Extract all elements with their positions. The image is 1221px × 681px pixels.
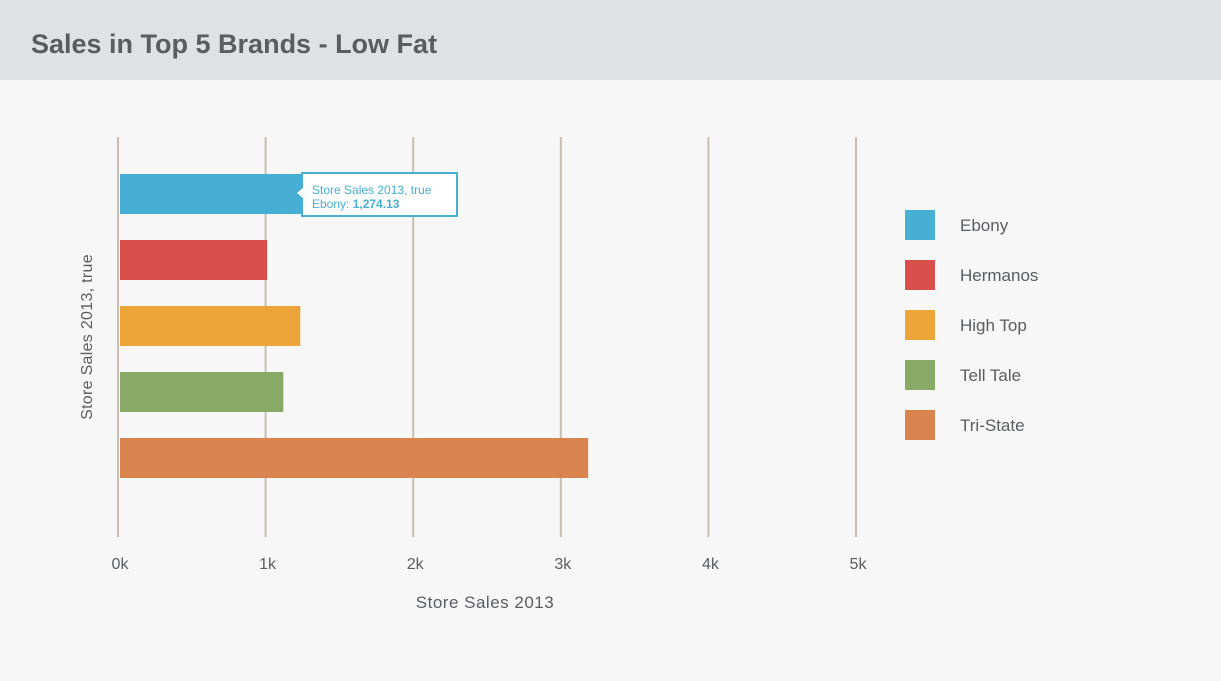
bar-tooltip: Store Sales 2013, true Ebony: 1,274.13 <box>294 172 458 217</box>
legend-swatch <box>905 310 935 340</box>
tooltip-value: 1,274.13 <box>352 197 400 211</box>
x-axis-label: Store Sales 2013 <box>415 593 555 612</box>
tooltip-series-label: Ebony: <box>312 197 353 211</box>
legend-swatch <box>905 210 935 240</box>
x-tick-label: 1k <box>259 556 277 573</box>
tooltip-value-line: Ebony: 1,274.13 <box>312 197 456 211</box>
bar-ebony[interactable] <box>120 174 307 214</box>
bar-hermanos[interactable] <box>120 240 268 280</box>
legend-swatch <box>905 360 935 390</box>
bar-high-top[interactable] <box>120 306 301 346</box>
legend-label: Ebony <box>960 216 1009 235</box>
legend-label: High Top <box>960 316 1027 335</box>
tooltip-title: Store Sales 2013, true <box>312 183 432 197</box>
x-tick-label: 0k <box>112 556 130 573</box>
legend-label: Hermanos <box>960 266 1039 285</box>
legend-label: Tell Tale <box>960 366 1022 385</box>
bar-tri-state[interactable] <box>120 438 589 478</box>
bar-tell-tale[interactable] <box>120 372 284 412</box>
chart-title: Sales in Top 5 Brands - Low Fat <box>31 29 438 59</box>
x-tick-label: 3k <box>554 556 572 573</box>
y-axis-label: Store Sales 2013, true <box>79 254 96 420</box>
legend-swatch <box>905 260 935 290</box>
x-tick-label: 4k <box>702 556 720 573</box>
x-tick-label: 2k <box>407 556 425 573</box>
legend-label: Tri-State <box>960 416 1025 435</box>
title-bar: Sales in Top 5 Brands - Low Fat <box>0 0 1221 80</box>
x-tick-label: 5k <box>850 556 868 573</box>
legend-swatch <box>905 410 935 440</box>
